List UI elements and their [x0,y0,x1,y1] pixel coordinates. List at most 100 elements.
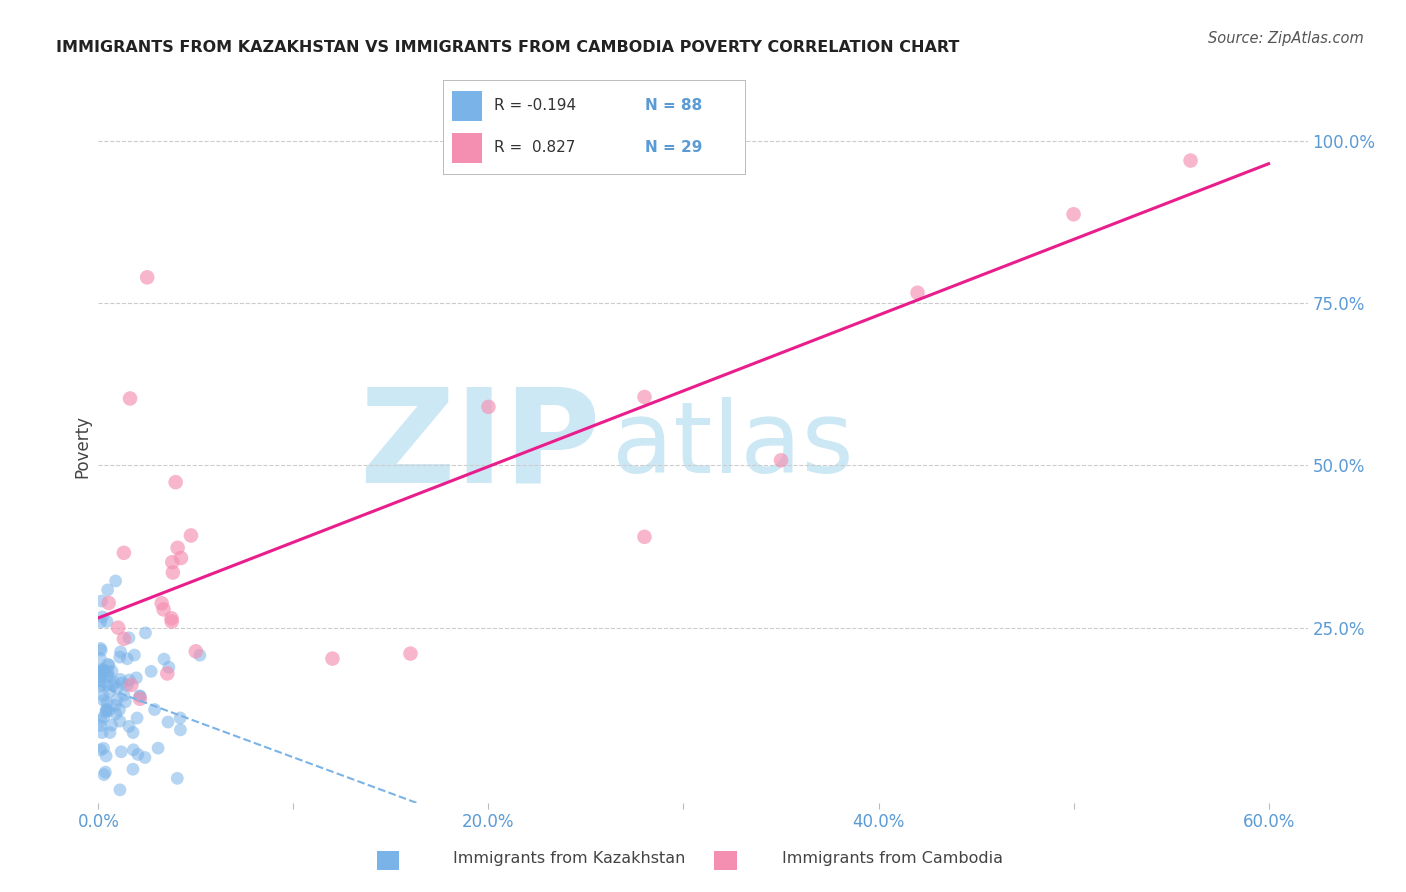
Point [166,772,188,786]
Point [108,650,131,665]
Point [89,641,111,656]
Point [91,665,114,680]
Point [103,675,125,690]
Point [110,745,132,759]
Point [91,663,114,677]
Point [104,698,127,713]
Y-axis label: Poverty: Poverty [73,415,91,477]
Point [104,574,127,588]
Point [111,676,134,690]
Point [118,673,141,687]
Point [115,651,138,665]
Point [160,611,183,625]
Point [97,582,120,597]
Point [129,691,152,706]
Point [907,285,929,300]
Point [122,743,145,757]
Point [100,718,122,732]
Point [96,704,118,718]
Point [169,723,191,737]
Point [110,645,132,659]
Point [165,475,187,490]
Point [162,555,184,569]
Point [97,665,120,679]
Text: Immigrants from Cambodia: Immigrants from Cambodia [782,851,1004,865]
Point [93,693,115,707]
Point [153,652,176,666]
Point [89,666,111,681]
Point [91,725,114,739]
Point [134,750,156,764]
Point [89,665,111,679]
Point [125,671,148,685]
Text: R =  0.827: R = 0.827 [495,140,575,155]
Point [139,665,162,679]
Point [94,705,117,719]
Point [91,664,114,678]
Point [170,551,193,566]
Text: ZIP: ZIP [359,383,600,509]
Point [157,660,180,674]
Point [107,621,129,635]
Text: Immigrants from Kazakhstan: Immigrants from Kazakhstan [453,851,686,865]
Point [97,669,120,683]
Point [108,703,131,717]
Point [633,530,655,544]
Point [112,546,135,560]
Text: Source: ZipAtlas.com: Source: ZipAtlas.com [1208,31,1364,46]
Point [98,684,121,698]
Point [114,695,136,709]
Point [96,696,118,710]
Point [128,689,150,703]
Point [101,678,124,692]
Point [124,648,146,662]
Point [152,602,174,616]
Text: IMMIGRANTS FROM KAZAKHSTAN VS IMMIGRANTS FROM CAMBODIA POVERTY CORRELATION CHART: IMMIGRANTS FROM KAZAKHSTAN VS IMMIGRANTS… [56,40,960,55]
Point [89,669,111,683]
Point [89,718,111,732]
FancyBboxPatch shape [451,91,482,120]
Point [112,688,135,702]
Text: N = 88: N = 88 [645,98,703,113]
Point [120,678,142,692]
Point [122,725,145,739]
Point [98,725,121,739]
Point [93,710,115,724]
Point [97,703,120,717]
Point [94,765,117,780]
Point [188,648,211,663]
Point [146,741,169,756]
Point [160,615,183,629]
Point [96,678,118,692]
Point [89,673,111,688]
Point [143,702,166,716]
Point [477,400,499,414]
Point [104,706,127,721]
Point [134,626,156,640]
Point [150,596,173,610]
Point [1180,153,1202,168]
Point [127,747,149,762]
Point [90,615,112,630]
Point [89,679,111,693]
Point [101,665,124,679]
Point [166,541,188,555]
FancyBboxPatch shape [451,133,482,162]
Point [118,719,141,733]
Point [136,270,159,285]
Point [89,743,111,757]
Point [321,651,343,665]
Point [91,667,114,681]
Point [94,749,117,764]
Point [108,782,131,797]
Point [156,666,179,681]
Point [96,615,118,629]
Point [180,528,202,542]
Point [91,662,114,676]
Text: R = -0.194: R = -0.194 [495,98,576,113]
Point [105,693,128,707]
Point [98,658,121,673]
Point [108,714,131,728]
Point [97,596,120,610]
Point [93,767,115,781]
